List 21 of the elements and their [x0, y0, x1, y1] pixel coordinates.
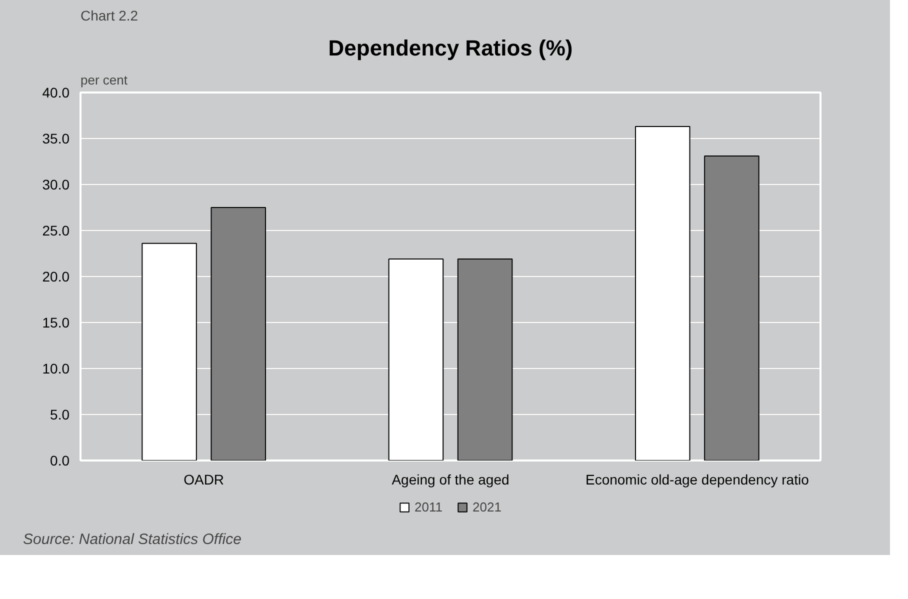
- y-tick-label: 40.0: [42, 84, 70, 100]
- y-tick-label: 15.0: [42, 314, 70, 330]
- x-tick-label: Economic old-age dependency ratio: [585, 472, 810, 488]
- y-tick-label: 25.0: [42, 222, 70, 238]
- y-axis-title: per cent: [80, 72, 128, 88]
- y-tick-label: 20.0: [42, 268, 70, 284]
- chart-title: Dependency Ratios (%): [328, 36, 573, 60]
- y-tick-label: 10.0: [42, 360, 70, 376]
- caption: Chart 2.2: [80, 8, 138, 24]
- bar: [704, 155, 760, 460]
- y-tick-label: 35.0: [42, 130, 70, 146]
- bar: [457, 258, 513, 460]
- x-tick-label: OADR: [184, 472, 224, 488]
- x-tick-label: Ageing of the aged: [392, 472, 510, 488]
- y-tick-label: 30.0: [42, 176, 70, 192]
- source-note: Source: National Statistics Office: [23, 530, 242, 550]
- bar: [210, 207, 266, 460]
- legend-label: 2021: [472, 500, 502, 514]
- y-tick-label: 0.0: [50, 452, 70, 468]
- y-tick-label: 5.0: [50, 406, 70, 422]
- legend-label: 2011: [414, 500, 443, 514]
